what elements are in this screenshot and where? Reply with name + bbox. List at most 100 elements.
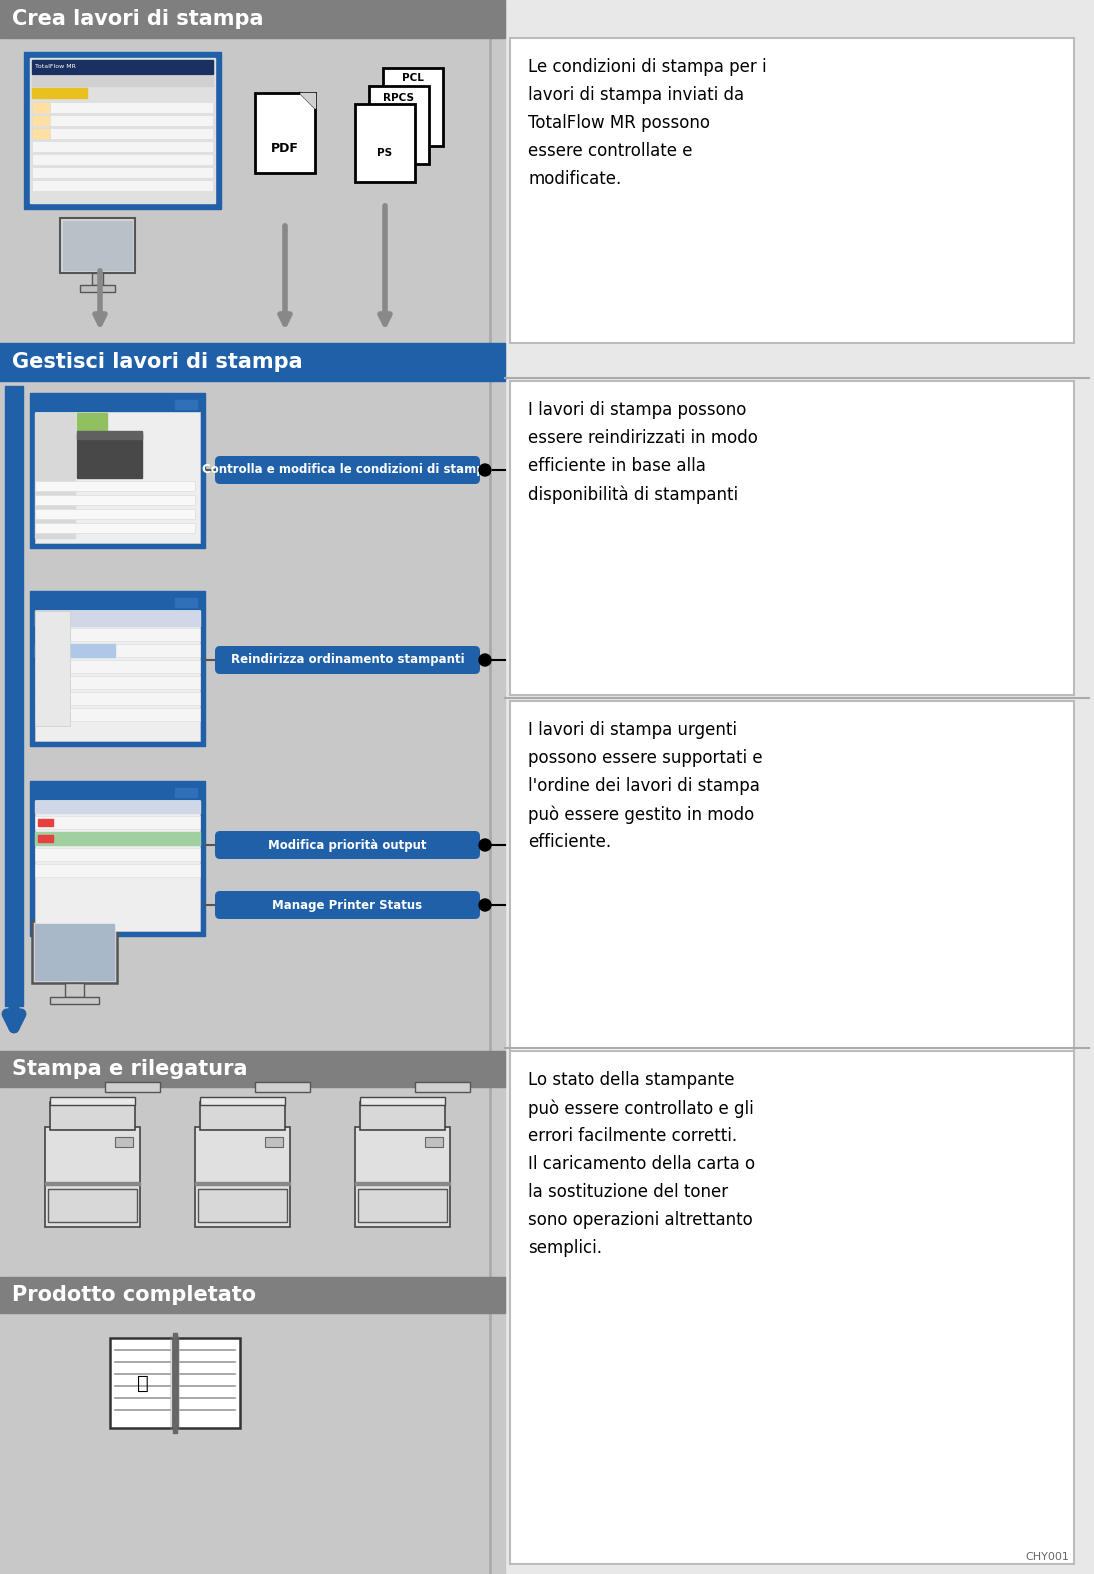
Bar (354, 104, 415, 183)
Bar (24, 52, 221, 209)
Bar (30, 590, 205, 746)
Bar (255, 1081, 310, 1092)
FancyBboxPatch shape (216, 456, 480, 483)
Circle shape (479, 464, 491, 475)
Text: può essere controllato e gli: può essere controllato e gli (528, 1099, 754, 1118)
Bar (0, 343, 505, 381)
Text: Gestisci lavori di stampa: Gestisci lavori di stampa (12, 353, 303, 371)
Bar (50, 1102, 135, 1130)
Bar (110, 1338, 173, 1428)
Text: possono essere supportati e: possono essere supportati e (528, 749, 763, 767)
Bar (32, 127, 50, 139)
Circle shape (479, 655, 491, 666)
Bar (35, 611, 70, 726)
Bar (32, 102, 50, 113)
Bar (35, 848, 200, 861)
Bar (195, 1127, 290, 1228)
Text: essere reindirizzati in modo: essere reindirizzati in modo (528, 430, 758, 447)
Bar (30, 781, 205, 937)
FancyBboxPatch shape (216, 891, 480, 919)
Bar (170, 1336, 181, 1431)
Bar (30, 58, 216, 203)
Bar (77, 431, 142, 439)
Bar (175, 598, 197, 608)
Bar (45, 1127, 140, 1228)
Bar (415, 1081, 470, 1092)
Bar (255, 93, 315, 173)
Bar (60, 219, 135, 272)
Bar (175, 789, 197, 796)
Bar (32, 60, 213, 74)
Bar (35, 611, 200, 626)
Bar (510, 1051, 1074, 1565)
Bar (35, 785, 200, 930)
Bar (35, 628, 200, 641)
Bar (35, 924, 114, 981)
Bar (32, 167, 213, 178)
Bar (200, 1097, 286, 1105)
Bar (177, 1338, 240, 1428)
Bar (369, 87, 429, 164)
Bar (175, 400, 197, 409)
Bar (195, 1182, 290, 1185)
FancyBboxPatch shape (216, 831, 480, 859)
Bar (30, 394, 205, 548)
Text: Prodotto completato: Prodotto completato (12, 1284, 256, 1305)
Text: PS: PS (377, 148, 393, 157)
Circle shape (479, 899, 491, 911)
Bar (510, 381, 1074, 696)
Bar (35, 597, 200, 741)
Bar (35, 660, 200, 674)
Bar (424, 1136, 443, 1147)
Bar (198, 1188, 287, 1221)
Bar (32, 88, 88, 98)
Text: RPCS: RPCS (384, 93, 415, 102)
Bar (32, 115, 213, 126)
Bar (510, 38, 1074, 343)
Bar (35, 494, 195, 505)
Bar (35, 412, 75, 538)
Text: semplici.: semplici. (528, 1239, 602, 1258)
Bar (510, 700, 1074, 1051)
Text: 🌿: 🌿 (137, 1374, 149, 1393)
Text: l'ordine dei lavori di stampa: l'ordine dei lavori di stampa (528, 778, 760, 795)
Text: efficiente.: efficiente. (528, 833, 612, 852)
Bar (32, 102, 213, 113)
Text: PDF: PDF (271, 142, 299, 154)
Text: la sostituzione del toner: la sostituzione del toner (528, 1184, 729, 1201)
Bar (360, 1097, 445, 1105)
Bar (77, 433, 142, 478)
Bar (35, 398, 200, 543)
Bar (105, 1081, 160, 1092)
Bar (35, 508, 195, 519)
Text: Controlla e modifica le condizioni di stampa: Controlla e modifica le condizioni di st… (202, 463, 492, 477)
Bar (32, 179, 213, 190)
Bar (35, 864, 200, 877)
Bar (35, 644, 115, 656)
Text: efficiente in base alla: efficiente in base alla (528, 456, 706, 475)
Bar (354, 1182, 450, 1185)
Text: errori facilmente corretti.: errori facilmente corretti. (528, 1127, 737, 1144)
Bar (32, 76, 213, 87)
Text: Lo stato della stampante: Lo stato della stampante (528, 1070, 734, 1089)
Bar (115, 1136, 133, 1147)
Bar (35, 644, 200, 656)
Bar (50, 996, 98, 1004)
Bar (32, 142, 213, 153)
Text: Le condizioni di stampa per i: Le condizioni di stampa per i (528, 58, 767, 76)
Bar (32, 127, 213, 139)
Circle shape (479, 839, 491, 852)
Bar (32, 921, 117, 984)
Bar (38, 834, 53, 842)
Text: Il caricamento della carta o: Il caricamento della carta o (528, 1155, 755, 1173)
Bar (354, 1127, 450, 1228)
Text: CHY001: CHY001 (1025, 1552, 1069, 1561)
Bar (265, 1136, 283, 1147)
Bar (0, 0, 505, 343)
Bar (77, 412, 107, 431)
Text: sono operazioni altrettanto: sono operazioni altrettanto (528, 1210, 753, 1229)
Text: TotalFlow MR possono: TotalFlow MR possono (528, 113, 710, 132)
Bar (0, 1051, 505, 1277)
Text: modificate.: modificate. (528, 170, 621, 187)
Bar (35, 675, 200, 689)
